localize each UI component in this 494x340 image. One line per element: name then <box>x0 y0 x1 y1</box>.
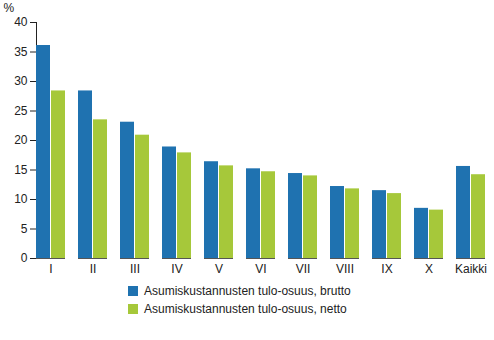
svg-text:II: II <box>90 262 97 276</box>
svg-text:III: III <box>130 262 140 276</box>
svg-text:IX: IX <box>381 262 392 276</box>
svg-text:VI: VI <box>255 262 266 276</box>
svg-text:%: % <box>4 1 15 15</box>
svg-text:VIII: VIII <box>336 262 354 276</box>
svg-text:5: 5 <box>21 222 28 236</box>
svg-text:30: 30 <box>14 74 28 88</box>
svg-text:40: 40 <box>14 15 28 29</box>
svg-text:25: 25 <box>14 104 28 118</box>
svg-text:10: 10 <box>14 192 28 206</box>
svg-text:15: 15 <box>14 163 28 177</box>
svg-text:35: 35 <box>14 45 28 59</box>
svg-text:VII: VII <box>296 262 311 276</box>
svg-text:I: I <box>49 262 52 276</box>
svg-text:20: 20 <box>14 133 28 147</box>
svg-text:V: V <box>215 262 223 276</box>
svg-text:0: 0 <box>21 251 28 265</box>
html-text:Asumiskustannusten tulo-osuus,: Asumiskustannusten tulo-osuus, brutto <box>144 284 351 298</box>
svg-text:Kaikki: Kaikki <box>455 262 487 276</box>
html-text:Asumiskustannusten tulo-osuus,: Asumiskustannusten tulo-osuus, netto <box>144 302 347 316</box>
svg-text:X: X <box>425 262 433 276</box>
svg-text:IV: IV <box>171 262 182 276</box>
